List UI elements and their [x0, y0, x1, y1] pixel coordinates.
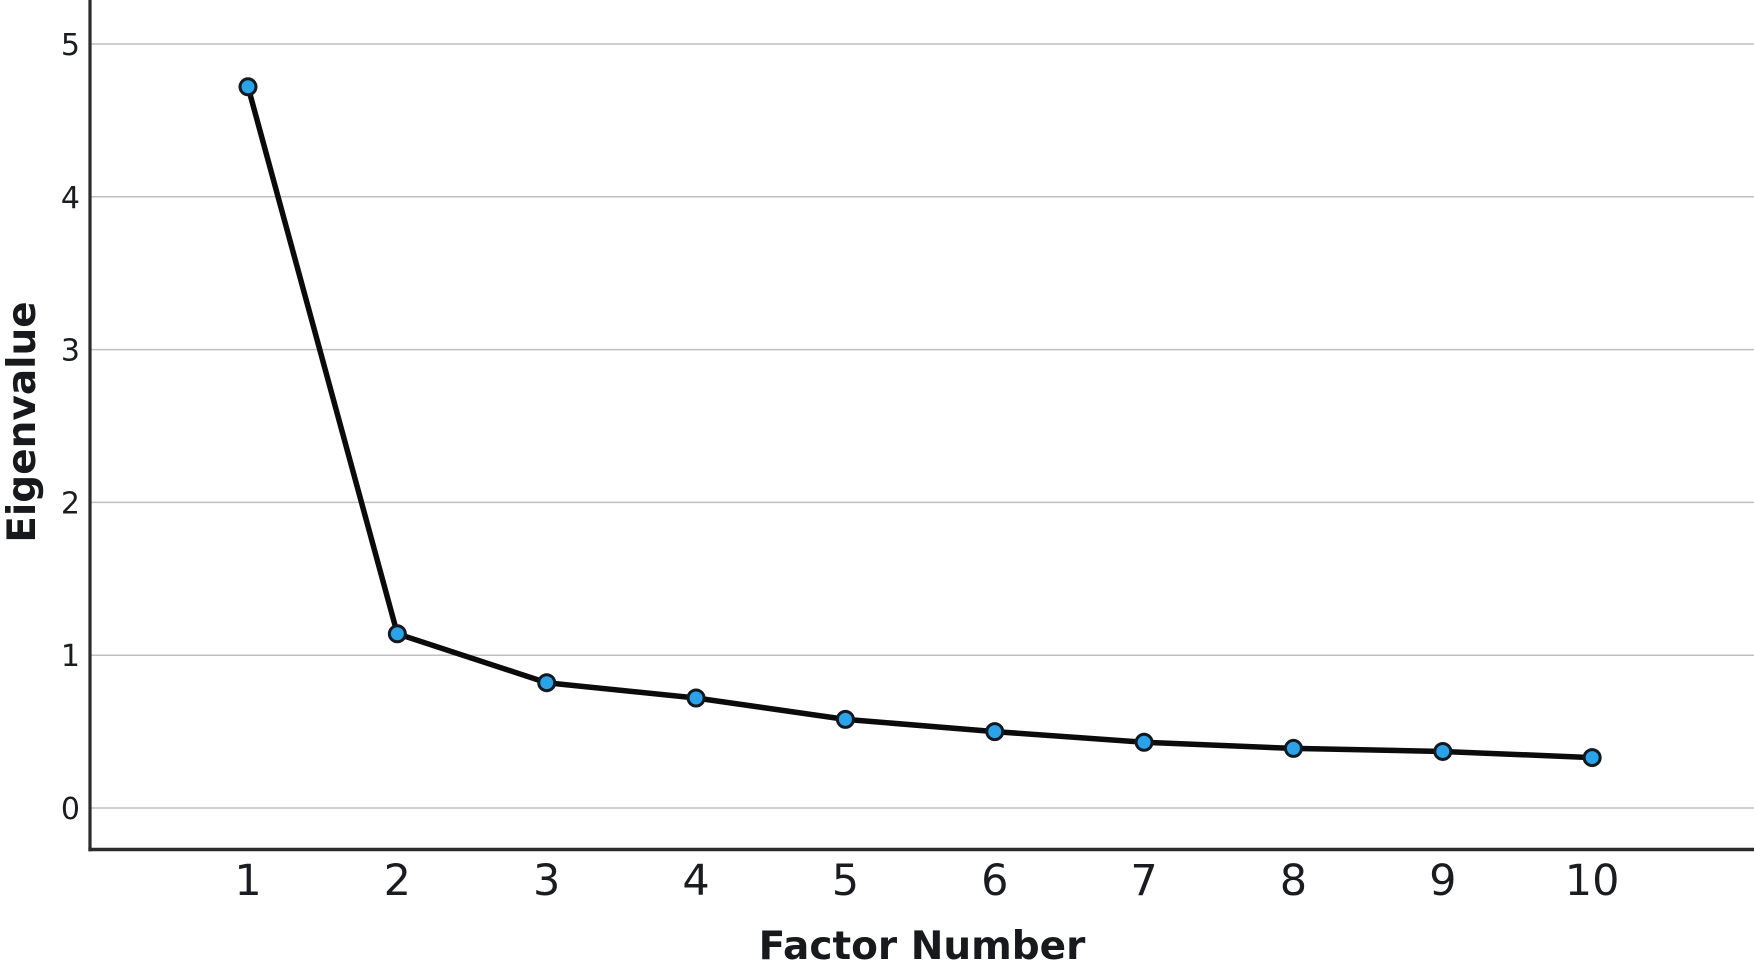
data-series-layer — [238, 77, 1602, 768]
x-tick-label-4: 4 — [682, 856, 709, 906]
data-point-factor-4 — [686, 688, 706, 708]
y-tick-label-1: 1 — [61, 639, 80, 674]
data-point-factor-1 — [238, 77, 258, 97]
axes-layer — [88, 0, 1754, 852]
data-point-factor-2 — [387, 624, 407, 644]
y-tick-label-0: 0 — [61, 792, 80, 827]
x-tick-label-5: 5 — [832, 856, 859, 906]
data-point-factor-6 — [985, 722, 1005, 742]
x-tick-label-7: 7 — [1130, 856, 1157, 906]
x-tick-label-8: 8 — [1280, 856, 1307, 906]
y-axis-title: Eigenvalue — [0, 301, 45, 542]
data-point-factor-5 — [835, 709, 855, 729]
data-point-factor-10 — [1582, 748, 1602, 768]
x-axis-title: Factor Number — [759, 924, 1086, 964]
y-tick-label-5: 5 — [61, 28, 80, 63]
x-tick-label-6: 6 — [981, 856, 1008, 906]
data-point-factor-9 — [1433, 741, 1453, 761]
eigenvalue-line — [245, 84, 1595, 761]
gridlines-layer — [90, 43, 1754, 809]
data-point-factor-8 — [1283, 738, 1303, 758]
x-tick-label-2: 2 — [384, 856, 411, 906]
data-point-factor-7 — [1134, 732, 1154, 752]
y-tick-label-2: 2 — [61, 486, 80, 521]
y-tick-label-3: 3 — [61, 334, 80, 369]
tick-labels-layer: 0 1 2 3 4 5 1 2 3 4 5 6 7 8 9 10 — [61, 28, 1620, 906]
x-tick-label-3: 3 — [533, 856, 560, 906]
y-tick-label-4: 4 — [61, 181, 80, 216]
x-tick-label-9: 9 — [1429, 856, 1456, 906]
data-point-factor-3 — [537, 673, 557, 693]
x-tick-label-10: 10 — [1565, 856, 1620, 906]
x-tick-label-1: 1 — [234, 856, 261, 906]
